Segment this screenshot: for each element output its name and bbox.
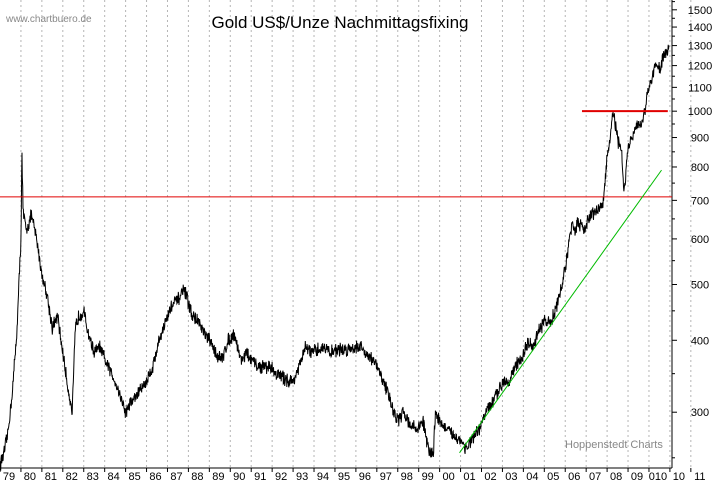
- y-tick-label-700: 700: [691, 195, 709, 207]
- y-tick-labels: 300 400 500 600 700 800 900 1000 1100 1200 1300 140…: [688, 5, 712, 419]
- x-tick-label-89: 89: [212, 471, 224, 482]
- x-tick-label-92: 92: [275, 471, 287, 482]
- x-tick-label-96: 96: [359, 471, 371, 482]
- x-tick-label-90: 90: [233, 471, 245, 482]
- x-tick-label-06: 06: [568, 471, 580, 482]
- chart-title: Gold US$/Unze Nachmittagsfixing: [211, 13, 468, 32]
- x-tick-label-11: 11: [694, 471, 705, 482]
- x-tick-label-03: 03: [505, 471, 517, 482]
- y-tick-label-1200: 1200: [688, 61, 712, 73]
- y-tick-label-500: 500: [691, 279, 709, 291]
- y-tick-label-800: 800: [691, 162, 709, 174]
- x-tick-label-05: 05: [547, 471, 559, 482]
- x-tick-label-09: 09: [631, 471, 643, 482]
- vertical-gridlines: [20, 0, 692, 468]
- x-tick-label-07: 07: [589, 471, 601, 482]
- x-tick-label-98: 98: [401, 471, 413, 482]
- x-tick-label-87: 87: [170, 471, 182, 482]
- y-tick-label-1400: 1400: [688, 22, 712, 34]
- price-series: [0, 44, 670, 471]
- y-tick-label-1100: 1100: [688, 82, 712, 94]
- x-tick-label-83: 83: [87, 471, 99, 482]
- x-tick-label-04: 04: [526, 471, 538, 482]
- y-tick-label-900: 900: [691, 133, 709, 145]
- x-tick-label-02: 02: [484, 471, 496, 482]
- x-tick-label-91: 91: [254, 471, 266, 482]
- x-tick-label-86: 86: [149, 471, 161, 482]
- y-tick-label-1000: 1000: [688, 106, 712, 118]
- y-tick-label-1500: 1500: [688, 5, 712, 17]
- axes: [0, 0, 692, 472]
- x-tick-label-94: 94: [317, 471, 329, 482]
- uptrend-line: [459, 169, 662, 454]
- x-tick-label-10: 10: [673, 471, 685, 482]
- annotation-lines: [0, 110, 672, 454]
- x-tick-label-01: 01: [463, 471, 475, 482]
- x-tick-label-84: 84: [108, 471, 120, 482]
- gold-price-line: [0, 44, 670, 471]
- x-tick-labels: 79 80 81 82 83 84 85 86 87 88 89 90 91 92 93 94 95 96 97 98…: [3, 471, 706, 482]
- x-tick-label-88: 88: [191, 471, 203, 482]
- x-tick-label-95: 95: [338, 471, 350, 482]
- x-tick-label-97: 97: [380, 471, 392, 482]
- x-tick-label-99: 99: [422, 471, 434, 482]
- x-tick-label-79: 79: [3, 471, 15, 482]
- y-tick-label-300: 300: [691, 407, 709, 419]
- x-tick-label-08: 08: [610, 471, 622, 482]
- x-tick-label-81: 81: [45, 471, 57, 482]
- watermark: www.chartbuero.de: [5, 14, 92, 25]
- x-tick-label-82: 82: [66, 471, 78, 482]
- x-tick-label-00: 00: [443, 471, 455, 482]
- x-tick-label-93: 93: [296, 471, 308, 482]
- y-tick-label-400: 400: [691, 335, 709, 347]
- x-tick-label-80: 80: [24, 471, 36, 482]
- y-tick-label-1300: 1300: [688, 41, 712, 53]
- y-tick-label-600: 600: [691, 234, 709, 246]
- x-tick-label-010: 010: [649, 471, 667, 482]
- chart-credit: Hoppenstedt Charts: [565, 439, 663, 451]
- x-tick-label-85: 85: [128, 471, 140, 482]
